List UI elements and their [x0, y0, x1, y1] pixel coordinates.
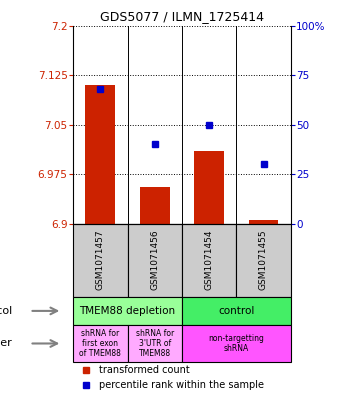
Bar [236, 224, 291, 297]
Text: shRNA for
3'UTR of
TMEM88: shRNA for 3'UTR of TMEM88 [136, 329, 174, 358]
Text: percentile rank within the sample: percentile rank within the sample [99, 380, 264, 390]
Bar [249, 220, 278, 224]
Bar [73, 224, 128, 297]
Text: transformed count: transformed count [99, 365, 190, 375]
Text: TMEM88 depletion: TMEM88 depletion [80, 306, 175, 316]
Text: non-targetting
shRNA: non-targetting shRNA [208, 334, 264, 353]
Text: GSM1071455: GSM1071455 [259, 230, 268, 290]
Text: GSM1071456: GSM1071456 [150, 230, 159, 290]
Bar [73, 325, 128, 362]
Text: GSM1071454: GSM1071454 [205, 230, 214, 290]
Bar [182, 224, 236, 297]
Bar [128, 325, 182, 362]
Text: control: control [218, 306, 254, 316]
Bar [182, 297, 291, 325]
Bar [85, 85, 115, 224]
Bar [194, 151, 224, 224]
Text: other: other [0, 338, 12, 349]
Bar [182, 325, 291, 362]
Bar [128, 224, 182, 297]
Bar [73, 297, 182, 325]
Text: GSM1071457: GSM1071457 [96, 230, 105, 290]
Text: protocol: protocol [0, 306, 12, 316]
Bar [140, 187, 170, 224]
Title: GDS5077 / ILMN_1725414: GDS5077 / ILMN_1725414 [100, 10, 264, 23]
Text: shRNA for
first exon
of TMEM88: shRNA for first exon of TMEM88 [79, 329, 121, 358]
